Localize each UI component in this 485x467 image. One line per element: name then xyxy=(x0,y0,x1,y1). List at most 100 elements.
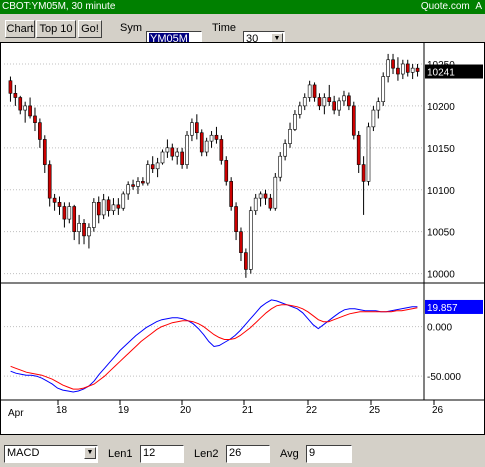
avg-label: Avg xyxy=(280,448,299,460)
candle-body xyxy=(283,143,287,157)
candle-body xyxy=(185,134,189,165)
last-price-label: 10241 xyxy=(427,68,455,79)
candle-body xyxy=(131,184,135,187)
candle-body xyxy=(77,222,81,232)
candle-body xyxy=(293,113,297,130)
candle-body xyxy=(268,197,273,209)
candle-body xyxy=(219,139,224,161)
candle-body xyxy=(229,181,233,207)
candle-body xyxy=(199,132,204,153)
candle-body xyxy=(204,140,209,153)
candle-body xyxy=(195,122,199,134)
candle-body xyxy=(415,67,420,72)
candle-body xyxy=(391,59,395,69)
candle-body xyxy=(141,181,145,184)
candle-body xyxy=(258,193,263,199)
candle-body xyxy=(165,147,170,153)
candle-body xyxy=(342,95,346,102)
toolbar: Chart Top 10 Go! Sym YM05M Time 30 ▼ xyxy=(0,14,485,49)
chevron-down-icon[interactable]: ▼ xyxy=(84,447,96,459)
len1-label: Len1 xyxy=(108,448,133,460)
candle-body xyxy=(214,134,219,140)
chart-svg: 102501020010150101001005010000102410.000… xyxy=(0,42,485,435)
indicator-bar: MACD ▼ Len1 12 Len2 26 Avg 9 xyxy=(0,441,485,467)
len1-input[interactable]: 12 xyxy=(140,445,184,463)
candle-body xyxy=(366,126,371,182)
candle-body xyxy=(224,160,229,182)
candle-body xyxy=(170,147,175,157)
time-tick-label: 19 xyxy=(118,405,130,416)
candle-body xyxy=(371,109,376,128)
chart-button[interactable]: Chart xyxy=(5,20,35,38)
candle-body xyxy=(33,115,37,123)
candle-body xyxy=(190,122,194,136)
candle-body xyxy=(263,193,268,199)
candle-body xyxy=(106,199,111,212)
price-tick-label: 10000 xyxy=(427,270,455,281)
candle-body xyxy=(288,129,292,144)
avg-input[interactable]: 9 xyxy=(306,445,352,463)
candle-body xyxy=(317,97,322,107)
candle-body xyxy=(351,105,356,136)
time-label: Time xyxy=(212,22,237,34)
candle-body xyxy=(8,80,13,94)
time-tick-label: 20 xyxy=(180,405,192,416)
candle-body xyxy=(273,176,278,209)
candle-body xyxy=(381,76,386,103)
candle-body xyxy=(347,95,351,107)
candle-body xyxy=(160,151,165,164)
last-macd-label: 19.857 xyxy=(427,303,458,314)
candle-body xyxy=(47,164,52,199)
candle-body xyxy=(337,100,341,111)
brand-label: Quote.com A xyxy=(420,1,482,12)
candle-body xyxy=(72,206,77,232)
time-tick-label: 18 xyxy=(56,405,68,416)
title-bar: CBOT:YM05M, 30 minute Quote.com A xyxy=(0,0,485,14)
candle-body xyxy=(396,67,400,75)
candle-body xyxy=(248,210,253,270)
candle-body xyxy=(57,202,62,207)
candle-body xyxy=(327,97,332,103)
candle-body xyxy=(312,84,317,98)
price-tick-label: 10200 xyxy=(427,102,455,113)
go-button[interactable]: Go! xyxy=(78,20,102,38)
candle-body xyxy=(361,164,366,182)
candle-body xyxy=(121,193,126,209)
candle-body xyxy=(67,206,72,220)
price-tick-label: 10050 xyxy=(427,228,455,239)
indicator-select[interactable]: MACD ▼ xyxy=(4,445,98,463)
last-price-box xyxy=(425,64,483,79)
candle-body xyxy=(376,101,381,111)
candle-body xyxy=(82,222,86,237)
candle-body xyxy=(332,101,336,111)
candle-body xyxy=(386,59,390,77)
candle-body xyxy=(87,227,91,237)
top10-button[interactable]: Top 10 xyxy=(36,20,76,38)
price-tick-label: 10150 xyxy=(427,144,455,155)
macd-tick-label: 0.000 xyxy=(427,323,452,334)
candle-body xyxy=(38,122,42,140)
candle-body xyxy=(410,67,415,73)
time-tick-label: 22 xyxy=(306,405,318,416)
candle-body xyxy=(155,162,160,170)
macd-series-line-0 xyxy=(10,299,418,393)
candle-body xyxy=(28,105,32,117)
candle-body xyxy=(101,199,106,216)
candle-body xyxy=(401,63,405,75)
candle-body xyxy=(62,206,67,220)
time-tick-label: 25 xyxy=(369,405,381,416)
candle-body xyxy=(42,139,47,165)
window-title: CBOT:YM05M, 30 minute xyxy=(2,1,116,12)
len2-input[interactable]: 26 xyxy=(226,445,270,463)
candle-body xyxy=(234,206,238,232)
candle-body xyxy=(322,97,327,107)
candle-body xyxy=(298,105,302,115)
candle-body xyxy=(18,97,23,111)
candle-body xyxy=(302,97,307,107)
last-macd-box xyxy=(425,299,483,314)
candle-body xyxy=(145,164,150,184)
time-tick-label: 26 xyxy=(432,405,444,416)
candle-body xyxy=(180,151,184,165)
candle-body xyxy=(92,202,96,228)
candle-body xyxy=(405,63,410,73)
